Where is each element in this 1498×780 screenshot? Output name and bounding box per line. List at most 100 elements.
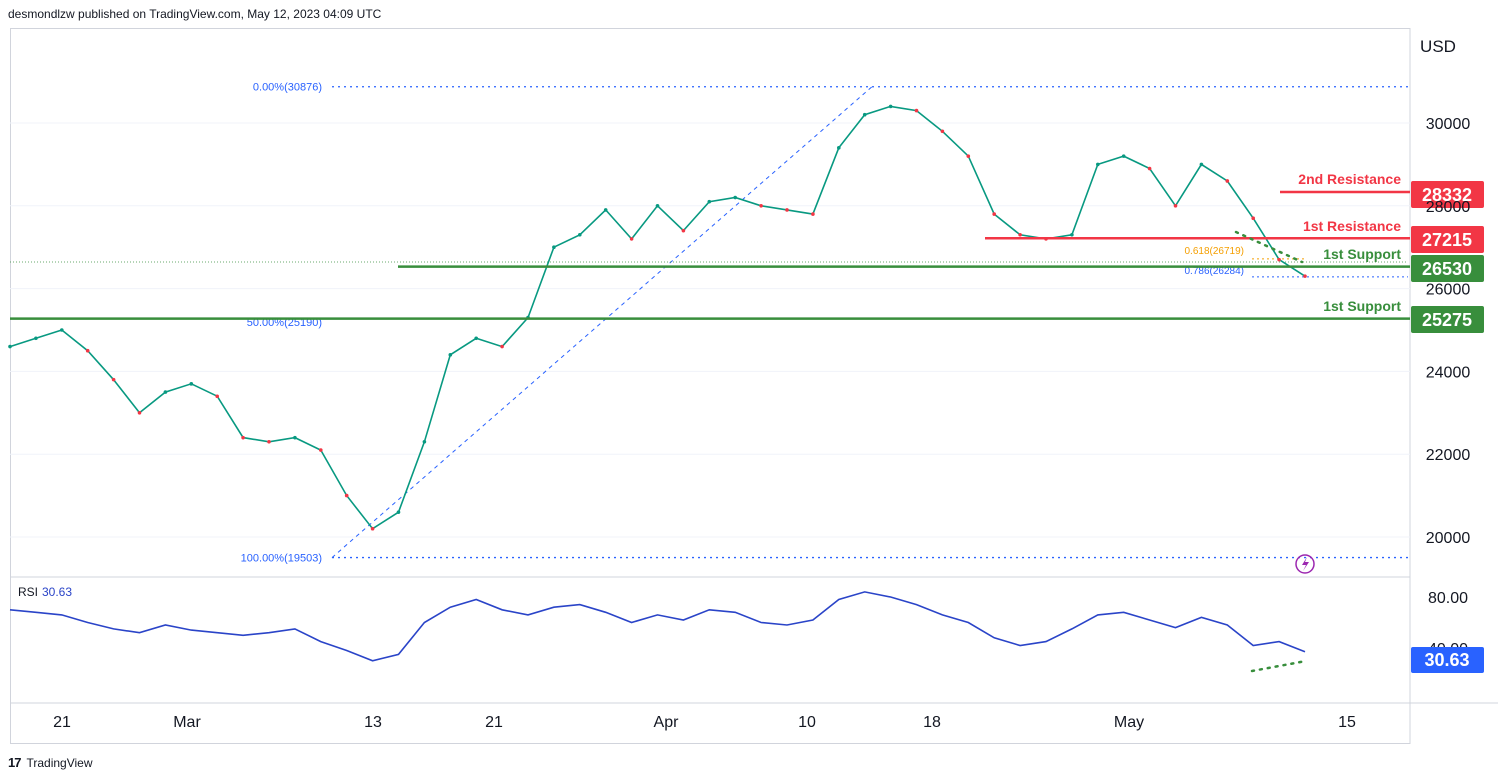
price-point <box>992 212 996 216</box>
time-tick-label: Mar <box>173 714 201 731</box>
price-point <box>862 112 867 117</box>
r2-label: 2nd Resistance <box>1298 171 1401 187</box>
price-point <box>1199 162 1204 167</box>
price-point <box>474 336 479 341</box>
price-point <box>785 208 789 212</box>
price-point <box>940 129 945 134</box>
r2-value-box <box>1411 181 1484 208</box>
s1-value: 26530 <box>1422 259 1472 279</box>
fib-label-100: 100.00%(19503) <box>241 553 322 565</box>
footer-brand: TradingView <box>26 755 93 770</box>
bolt-icon[interactable] <box>1295 554 1315 574</box>
s2-value-box <box>1411 306 1484 333</box>
rsi-line <box>9 591 1306 662</box>
price-point <box>655 204 660 208</box>
price-point <box>85 348 90 353</box>
time-tick-label: 15 <box>1338 714 1356 731</box>
price-point <box>707 199 712 204</box>
price-divergence-line <box>1234 230 1304 264</box>
price-point <box>629 237 634 241</box>
rsi-header-value: 30.63 <box>42 585 72 599</box>
price-point <box>552 245 556 249</box>
fib-label-786: 0.786(26284) <box>1185 266 1245 277</box>
price-point <box>837 146 841 150</box>
price-point <box>422 439 427 444</box>
price-point <box>8 344 12 349</box>
price-point <box>500 344 504 349</box>
s2-value: 25275 <box>1422 310 1472 330</box>
price-point <box>293 435 297 440</box>
price-point <box>137 411 142 415</box>
price-point <box>111 377 116 382</box>
price-point <box>215 394 219 399</box>
rsi-label: RSI <box>18 585 38 599</box>
fib-label-50: 50.00%(25190) <box>247 317 322 329</box>
price-axis[interactable]: 30000 28000 26000 24000 22000 20000 <box>1426 116 1471 547</box>
price-point <box>241 435 245 440</box>
price-point <box>448 353 453 357</box>
price-point <box>1147 166 1152 171</box>
time-tick-label: 21 <box>53 714 71 731</box>
r1-value-box <box>1411 226 1484 253</box>
fib-trend-line <box>331 86 873 558</box>
price-point <box>60 328 64 332</box>
price-tick-label: 24000 <box>1426 364 1471 381</box>
r1-value: 27215 <box>1422 230 1472 250</box>
price-point <box>966 154 971 158</box>
price-point <box>1173 204 1178 208</box>
price-point <box>319 448 323 452</box>
time-axis[interactable]: 21 Mar 13 21 Apr 10 18 May 15 <box>53 714 1356 731</box>
rsi-divergence-line <box>1250 659 1308 673</box>
time-tick-label: 10 <box>798 714 816 731</box>
fib-label-0: 0.00%(30876) <box>253 82 322 94</box>
s1-label: 1st Support <box>1323 246 1401 262</box>
price-point <box>189 382 194 386</box>
price-point <box>1018 232 1022 237</box>
rsi-axis-tick: 80.00 <box>1428 590 1468 607</box>
r1-label: 1st Resistance <box>1303 218 1401 234</box>
rsi-value-box <box>1411 646 1484 673</box>
time-tick-label: 13 <box>364 714 382 731</box>
price-point <box>888 104 893 109</box>
gridlines <box>10 122 1410 538</box>
price-point <box>1096 162 1100 167</box>
price-point <box>370 526 375 531</box>
price-point <box>811 212 815 216</box>
time-tick-label: 21 <box>485 714 503 731</box>
price-point <box>344 493 349 498</box>
fib-label-618: 0.618(26719) <box>1185 246 1245 257</box>
support-resistance-levels[interactable]: 2nd Resistance 28332 1st Resistance 27215 1s… <box>10 171 1484 333</box>
s2-label: 1st Support <box>1323 298 1401 314</box>
price-point <box>1277 257 1281 262</box>
price-point <box>578 232 582 237</box>
price-point <box>603 208 608 212</box>
price-point <box>681 228 686 233</box>
price-tick-label: 28000 <box>1426 199 1471 216</box>
price-tick-label: 20000 <box>1426 530 1471 547</box>
chart-frame <box>10 28 1410 744</box>
rsi-value: 30.63 <box>1424 650 1469 670</box>
fibonacci-retracement[interactable]: 0.00%(30876) 100.00%(19503) 50.00%(25190) 0… <box>10 82 1408 565</box>
time-tick-label: May <box>1114 714 1144 731</box>
footer: 17 TradingView <box>8 755 93 770</box>
price-point <box>34 336 38 341</box>
r2-value: 28332 <box>1422 185 1472 205</box>
price-tick-label: 30000 <box>1426 116 1471 133</box>
price-point <box>1303 274 1307 278</box>
price-point <box>1070 232 1074 237</box>
price-point <box>759 204 763 208</box>
price-point <box>396 510 401 514</box>
price-point <box>1121 154 1126 158</box>
time-tick-label: Apr <box>654 714 680 731</box>
price-point <box>267 439 271 444</box>
price-point <box>1225 179 1230 183</box>
price-axis-unit: USD <box>1420 37 1456 56</box>
price-tick-label: 22000 <box>1426 447 1471 464</box>
time-tick-label: 18 <box>923 714 941 731</box>
price-point <box>733 195 737 200</box>
s1-value-box <box>1411 255 1484 282</box>
price-point <box>163 390 168 394</box>
price-tick-label: 26000 <box>1426 282 1471 299</box>
